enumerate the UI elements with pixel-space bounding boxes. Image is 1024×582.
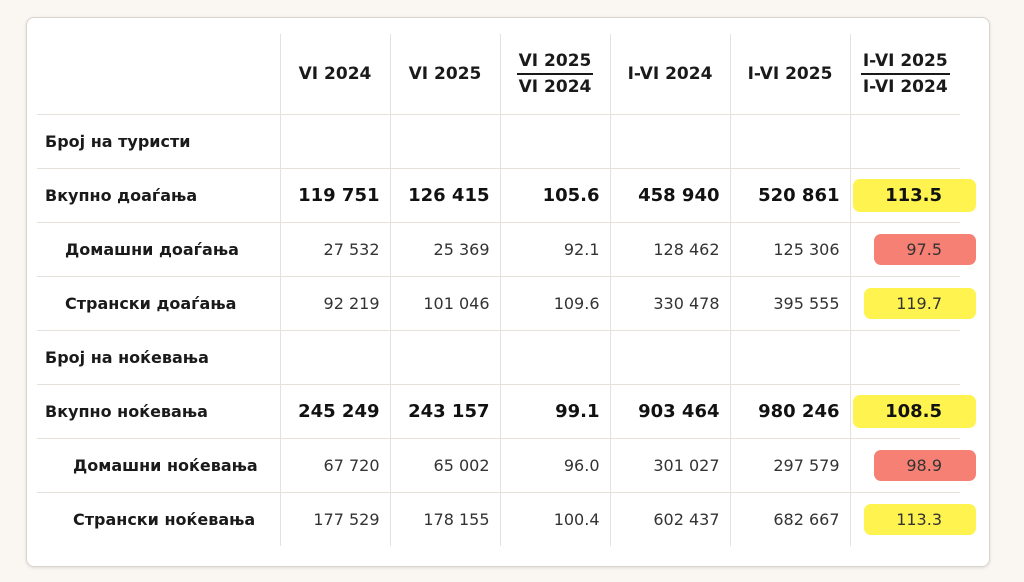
table-cell: 99.1 xyxy=(499,383,610,438)
table-cell xyxy=(389,329,500,384)
column-header-i-vi-2025: I-VI 2025 xyxy=(729,34,850,114)
table-body: Број на туристи Вкупно доаѓања 119 751 126 … xyxy=(37,113,976,546)
table-cell: 126 415 xyxy=(389,167,500,222)
table-cell xyxy=(279,329,390,384)
table-cell: 243 157 xyxy=(389,383,500,438)
fraction: I-VI 2025 I-VI 2024 xyxy=(860,50,950,98)
table-cell: 101 046 xyxy=(389,275,500,330)
table-row: Број на ноќевања xyxy=(37,329,960,384)
header-row: VI 2024 VI 2025 VI 2025 VI 2024 I-VI 202… xyxy=(37,34,960,114)
fraction-denominator: I-VI 2024 xyxy=(862,76,948,97)
table-row: Вкупно ноќевања 245 249 243 157 99.1 903 464… xyxy=(37,383,976,438)
table-row: Домашни доаѓања 27 532 25 369 92.1 128 462 12… xyxy=(37,221,976,276)
yellow-highlight-marker: 119.7 xyxy=(864,287,976,319)
table-cell: 96.0 xyxy=(499,437,610,492)
table-cell: 92 219 xyxy=(279,275,390,330)
table-cell: 108.5 xyxy=(849,383,976,438)
table-row: Странски доаѓања 92 219 101 046 109.6 330 47… xyxy=(37,275,976,330)
column-header-vi-2024: VI 2024 xyxy=(279,34,390,114)
cell-value: 97.5 xyxy=(906,239,942,259)
row-label: Број на туристи xyxy=(37,113,280,168)
table-cell: 113.5 xyxy=(849,167,976,222)
table-cell: 682 667 xyxy=(729,491,850,546)
table-cell: 119 751 xyxy=(279,167,390,222)
table-cell: 178 155 xyxy=(389,491,500,546)
statistics-card: VI 2024 VI 2025 VI 2025 VI 2024 I-VI 202… xyxy=(26,17,990,567)
column-header-i-vi-2024: I-VI 2024 xyxy=(609,34,730,114)
table-cell: 25 369 xyxy=(389,221,500,276)
table-row: Број на туристи xyxy=(37,113,960,168)
corner-cell xyxy=(37,34,280,114)
table-cell: 903 464 xyxy=(609,383,730,438)
yellow-highlight-marker: 113.3 xyxy=(864,503,976,535)
table-cell: 602 437 xyxy=(609,491,730,546)
table-cell: 113.3 xyxy=(849,491,976,546)
table-cell xyxy=(609,113,730,168)
table-cell: 980 246 xyxy=(729,383,850,438)
table-cell xyxy=(609,329,730,384)
table-cell xyxy=(389,113,500,168)
column-header-vi-2025: VI 2025 xyxy=(389,34,500,114)
row-label: Странски ноќевања xyxy=(37,491,280,546)
cell-value: 113.3 xyxy=(896,509,942,529)
table-cell: 97.5 xyxy=(849,221,976,276)
table-row: Странски ноќевања 177 529 178 155 100.4 602 … xyxy=(37,491,976,546)
row-label: Вкупно доаѓања xyxy=(37,167,280,222)
row-label: Број на ноќевања xyxy=(37,329,280,384)
yellow-highlight-marker: 113.5 xyxy=(853,178,976,212)
table-cell xyxy=(499,113,610,168)
table-row: Домашни ноќевања 67 720 65 002 96.0 301 027 2… xyxy=(37,437,976,492)
table-cell xyxy=(849,113,960,168)
cell-value: 98.9 xyxy=(906,455,942,475)
table-cell: 301 027 xyxy=(609,437,730,492)
table-row: Вкупно доаѓања 119 751 126 415 105.6 458 940… xyxy=(37,167,976,222)
table-cell: 105.6 xyxy=(499,167,610,222)
fraction-numerator: I-VI 2025 xyxy=(860,50,950,75)
red-highlight-marker: 98.9 xyxy=(874,449,976,481)
table-cell: 458 940 xyxy=(609,167,730,222)
table-cell xyxy=(279,113,390,168)
table-cell: 297 579 xyxy=(729,437,850,492)
tourism-statistics-table: VI 2024 VI 2025 VI 2025 VI 2024 I-VI 202… xyxy=(37,34,976,546)
table-cell: 65 002 xyxy=(389,437,500,492)
red-highlight-marker: 97.5 xyxy=(874,233,976,265)
fraction: VI 2025 VI 2024 xyxy=(516,50,594,98)
table-cell: 109.6 xyxy=(499,275,610,330)
row-label: Домашни ноќевања xyxy=(37,437,280,492)
row-label: Вкупно ноќевања xyxy=(37,383,280,438)
cell-value: 108.5 xyxy=(885,400,942,422)
table-cell xyxy=(729,113,850,168)
table-cell: 92.1 xyxy=(499,221,610,276)
table-cell: 395 555 xyxy=(729,275,850,330)
table-cell: 245 249 xyxy=(279,383,390,438)
cell-value: 113.5 xyxy=(885,184,942,206)
table-cell: 100.4 xyxy=(499,491,610,546)
table-cell: 67 720 xyxy=(279,437,390,492)
table-cell: 177 529 xyxy=(279,491,390,546)
fraction-denominator: VI 2024 xyxy=(518,76,592,97)
column-header-vi-index: VI 2025 VI 2024 xyxy=(499,34,610,114)
table-cell xyxy=(849,329,960,384)
column-header-i-vi-index: I-VI 2025 I-VI 2024 xyxy=(849,34,960,114)
table-cell: 520 861 xyxy=(729,167,850,222)
fraction-numerator: VI 2025 xyxy=(516,50,594,75)
table-cell xyxy=(729,329,850,384)
table-cell: 27 532 xyxy=(279,221,390,276)
table-cell: 128 462 xyxy=(609,221,730,276)
table-cell: 119.7 xyxy=(849,275,976,330)
cell-value: 119.7 xyxy=(896,293,942,313)
table-cell xyxy=(499,329,610,384)
table-cell: 98.9 xyxy=(849,437,976,492)
table-cell: 125 306 xyxy=(729,221,850,276)
table-cell: 330 478 xyxy=(609,275,730,330)
row-label: Странски доаѓања xyxy=(37,275,280,330)
row-label: Домашни доаѓања xyxy=(37,221,280,276)
yellow-highlight-marker: 108.5 xyxy=(853,394,976,428)
